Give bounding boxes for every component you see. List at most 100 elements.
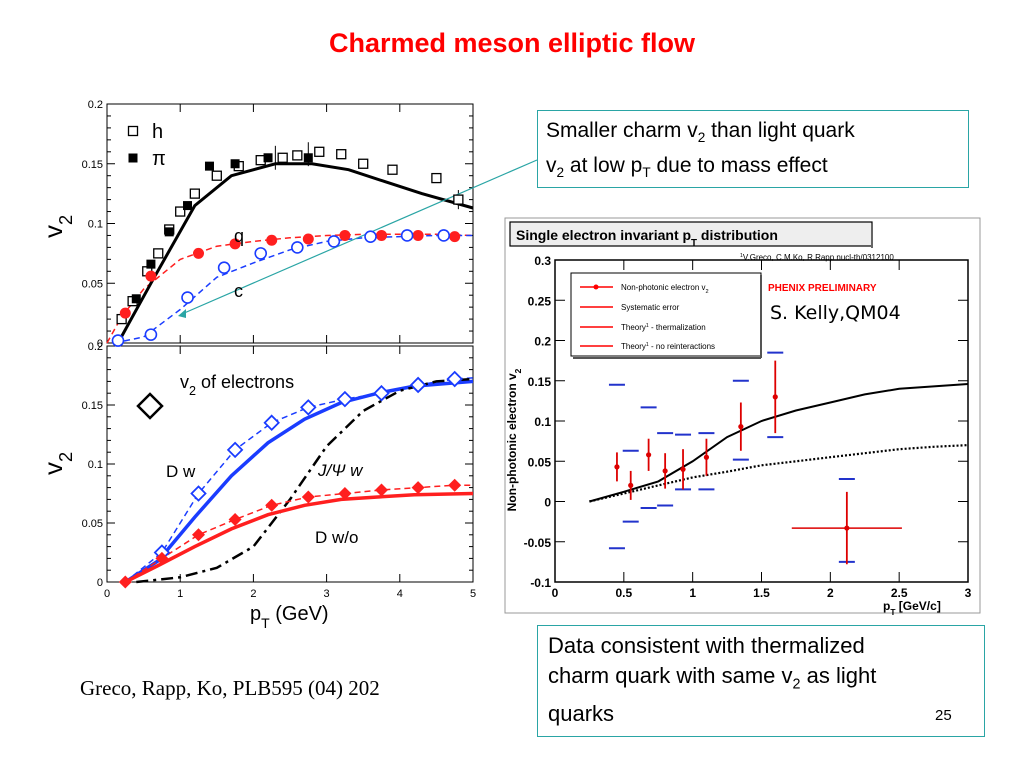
annotation-c: c: [234, 281, 243, 301]
right-ytick-label: 0: [544, 496, 551, 510]
bl-xtick-label: 4: [397, 588, 403, 600]
data-point-electron-v2: [703, 454, 710, 460]
legend-label-3: Theory1 - no reinteractions: [621, 342, 715, 351]
data-point-π: [263, 153, 273, 163]
legend-label-h: h: [152, 121, 163, 143]
data-point-electron-v2: [844, 525, 850, 531]
right-ytick-label: 0.1: [534, 415, 551, 429]
data-point-D w/o data: [448, 478, 462, 492]
bl-ylabel: v2: [38, 452, 76, 475]
data-point-h: [358, 158, 369, 169]
legend-marker-electrons: [136, 392, 164, 420]
data-point-π: [164, 227, 174, 237]
slide-title: Charmed meson elliptic flow: [328, 28, 696, 58]
bl-xtick-label: 2: [250, 588, 256, 600]
data-point-D w/o data: [265, 498, 279, 512]
data-point-π: [204, 161, 214, 171]
data-point-h: [292, 150, 303, 161]
data-point-D w data: [190, 485, 207, 502]
bl-xtick-label: 1: [177, 588, 183, 600]
data-point-q: [119, 307, 131, 319]
legend-label-electrons: v2 of electrons: [180, 372, 294, 398]
bl-ytick-label: 0.1: [88, 459, 103, 471]
data-point-q: [229, 238, 241, 250]
tl-ytick-label: 0.1: [88, 219, 103, 231]
right-ytick-label: 0.3: [534, 254, 551, 268]
right-xtick-label: 3: [965, 586, 972, 600]
data-point-electron-v2: [662, 468, 668, 474]
data-point-D w/o data: [118, 575, 132, 589]
data-point-c: [291, 241, 304, 254]
data-point-π: [183, 201, 193, 211]
data-point-c: [254, 247, 268, 260]
right-ylabel: Non-photonic electron v2: [505, 368, 523, 511]
data-point-q: [302, 233, 314, 245]
data-point-h: [189, 188, 200, 199]
right-title-box: [509, 221, 873, 247]
right-xlabel: pT [GeV/c]: [883, 599, 941, 617]
bl-xtick-label: 3: [324, 588, 330, 600]
tl-ytick-label: 0: [97, 338, 103, 350]
data-point-D w/o data: [411, 481, 425, 495]
legend-marker-pi: [128, 153, 138, 163]
data-point-D w/o data: [228, 512, 242, 526]
annotation-q: q: [234, 226, 244, 246]
annotation-dw: D w: [166, 462, 196, 481]
data-point-c: [144, 328, 158, 341]
legend-label-1: Systematic error: [621, 303, 680, 312]
legend-label-pi: π: [152, 148, 166, 170]
theory-no-reinteractions-line: [589, 444, 969, 503]
bl-ytick-label: 0.15: [82, 400, 103, 412]
right-xtick-label: 2: [827, 586, 834, 600]
right-ytick-label: 0.15: [528, 375, 552, 389]
right-ytick-label: -0.1: [530, 576, 551, 590]
data-point-π: [146, 259, 156, 269]
data-point-π: [131, 294, 141, 304]
data-point-q: [266, 234, 278, 246]
right-xtick-label: 1: [689, 586, 696, 600]
data-point-D w/o data: [192, 528, 205, 542]
citation: Greco, Rapp, Ko, PLB595 (04) 202: [80, 676, 380, 700]
legend-marker-0: [593, 284, 599, 290]
data-point-electron-v2: [772, 394, 778, 400]
callout-mass-effect: Smaller charm v2 than light quark v2 at …: [537, 110, 969, 188]
series-line-D w data: [124, 377, 474, 583]
callout-thermalized: Data consistent with thermalized charm q…: [537, 625, 985, 737]
data-point-D w data: [446, 370, 463, 388]
data-point-electron-v2: [738, 424, 744, 430]
data-point-q: [449, 231, 461, 243]
data-point-D w data: [263, 414, 280, 431]
series-line-D w/o data: [124, 484, 473, 583]
data-point-D w/o data: [301, 490, 315, 504]
data-point-c: [111, 334, 125, 347]
data-point-c: [217, 261, 231, 275]
data-point-q: [412, 229, 424, 241]
data-point-h: [387, 164, 398, 175]
experiment-label: PHENIX PRELIMINARY: [768, 283, 877, 294]
series-line-D w/o: [124, 491, 474, 584]
right-xtick-label: 0.5: [615, 586, 632, 600]
connector-arrowhead: [178, 309, 186, 318]
right-ytick-label: 0.25: [528, 294, 552, 308]
data-point-q: [376, 229, 387, 241]
annotation-dwo: D w/o: [315, 528, 358, 547]
right-ytick-label: 0.2: [534, 335, 551, 349]
right-xtick-label: 1.5: [753, 586, 770, 600]
data-point-h: [153, 248, 164, 259]
data-point-q: [339, 229, 351, 241]
right-xtick-label: 2.5: [891, 586, 908, 600]
speaker-credit: S. Kelly,QM04: [770, 302, 901, 324]
tl-ylabel: v2: [38, 215, 76, 238]
right-reference: 1V.Greco, C.M.Ko, R.Rapp nucl-th/0312100: [740, 253, 894, 262]
tl-ytick-label: 0.15: [82, 159, 103, 171]
series-line-D w: [124, 379, 474, 584]
data-point-h: [431, 172, 442, 184]
tl-ytick-label: 0.05: [82, 278, 103, 290]
data-point-D w/o data: [338, 487, 352, 500]
data-point-h: [277, 152, 288, 163]
data-point-c: [437, 229, 451, 242]
data-point-D w data: [300, 399, 317, 416]
data-point-q: [145, 270, 157, 282]
data-point-c: [400, 229, 414, 242]
